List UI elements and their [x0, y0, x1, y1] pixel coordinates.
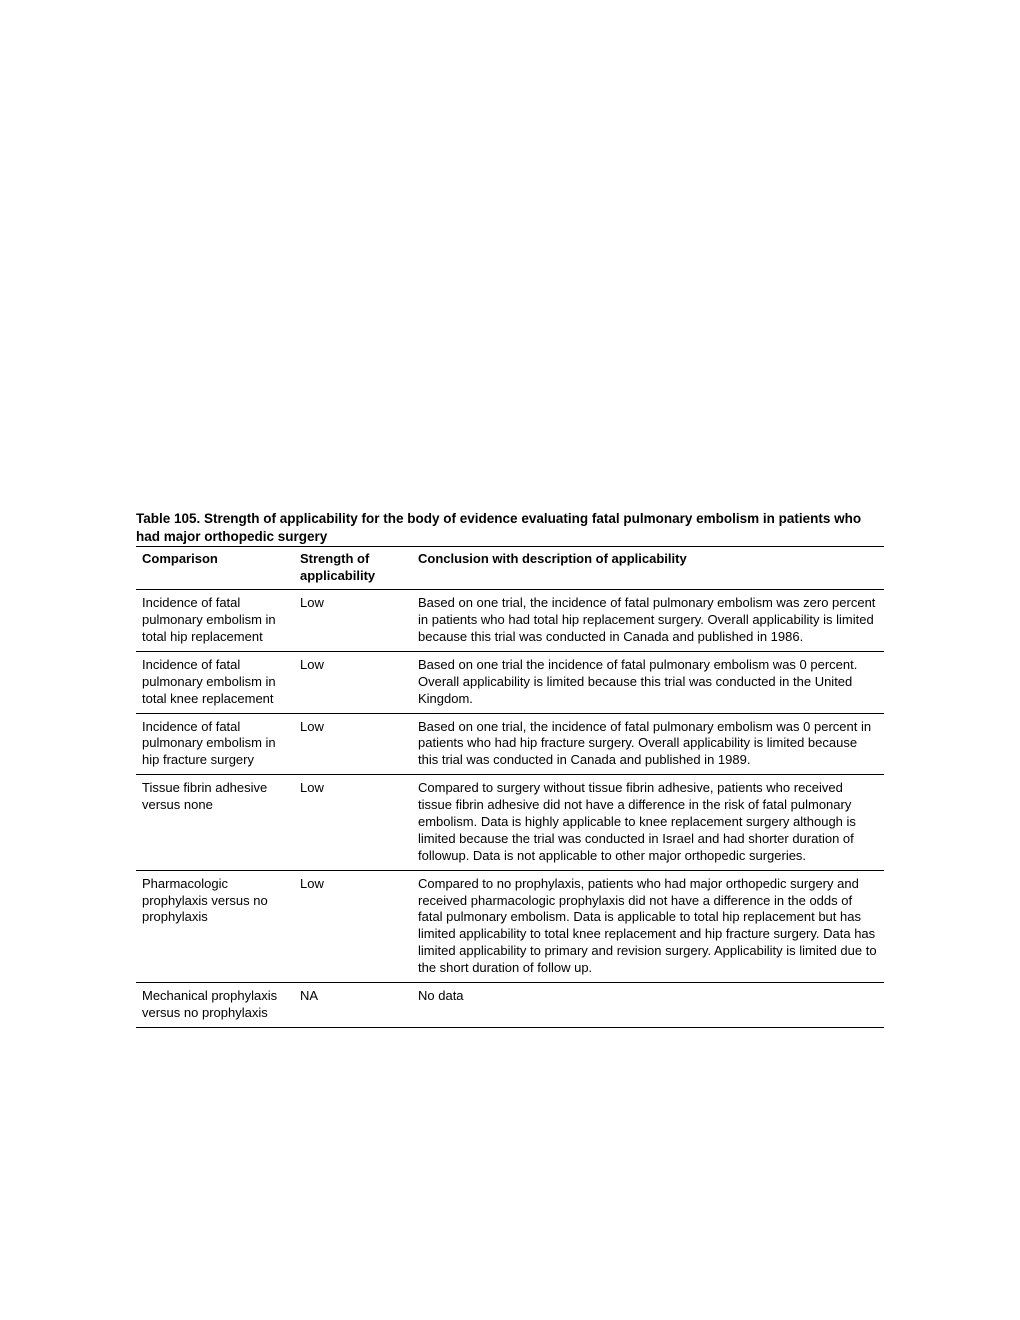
cell-conclusion: No data — [412, 983, 884, 1028]
cell-conclusion: Compared to no prophylaxis, patients who… — [412, 870, 884, 982]
column-header-conclusion: Conclusion with description of applicabi… — [412, 547, 884, 590]
table-row: Pharmacologic prophylaxis versus no prop… — [136, 870, 884, 982]
column-header-strength: Strength of applicability — [294, 547, 412, 590]
cell-strength: Low — [294, 775, 412, 870]
table-row: Incidence of fatal pulmonary embolism in… — [136, 651, 884, 713]
cell-strength: Low — [294, 870, 412, 982]
cell-comparison: Pharmacologic prophylaxis versus no prop… — [136, 870, 294, 982]
cell-strength: Low — [294, 651, 412, 713]
applicability-table: Comparison Strength of applicability Con… — [136, 546, 884, 1027]
table-row: Incidence of fatal pulmonary embolism in… — [136, 713, 884, 775]
cell-conclusion: Based on one trial, the incidence of fat… — [412, 713, 884, 775]
cell-comparison: Mechanical prophylaxis versus no prophyl… — [136, 983, 294, 1028]
table-row: Tissue fibrin adhesive versus none Low C… — [136, 775, 884, 870]
cell-comparison: Tissue fibrin adhesive versus none — [136, 775, 294, 870]
cell-strength: NA — [294, 983, 412, 1028]
cell-comparison: Incidence of fatal pulmonary embolism in… — [136, 713, 294, 775]
table-row: Mechanical prophylaxis versus no prophyl… — [136, 983, 884, 1028]
cell-comparison: Incidence of fatal pulmonary embolism in… — [136, 590, 294, 652]
cell-strength: Low — [294, 713, 412, 775]
table-title: Table 105. Strength of applicability for… — [136, 510, 884, 546]
column-header-comparison: Comparison — [136, 547, 294, 590]
cell-conclusion: Based on one trial, the incidence of fat… — [412, 590, 884, 652]
cell-conclusion: Compared to surgery without tissue fibri… — [412, 775, 884, 870]
page-content: Table 105. Strength of applicability for… — [136, 510, 884, 1028]
table-row: Incidence of fatal pulmonary embolism in… — [136, 590, 884, 652]
cell-comparison: Incidence of fatal pulmonary embolism in… — [136, 651, 294, 713]
cell-conclusion: Based on one trial the incidence of fata… — [412, 651, 884, 713]
table-header-row: Comparison Strength of applicability Con… — [136, 547, 884, 590]
cell-strength: Low — [294, 590, 412, 652]
